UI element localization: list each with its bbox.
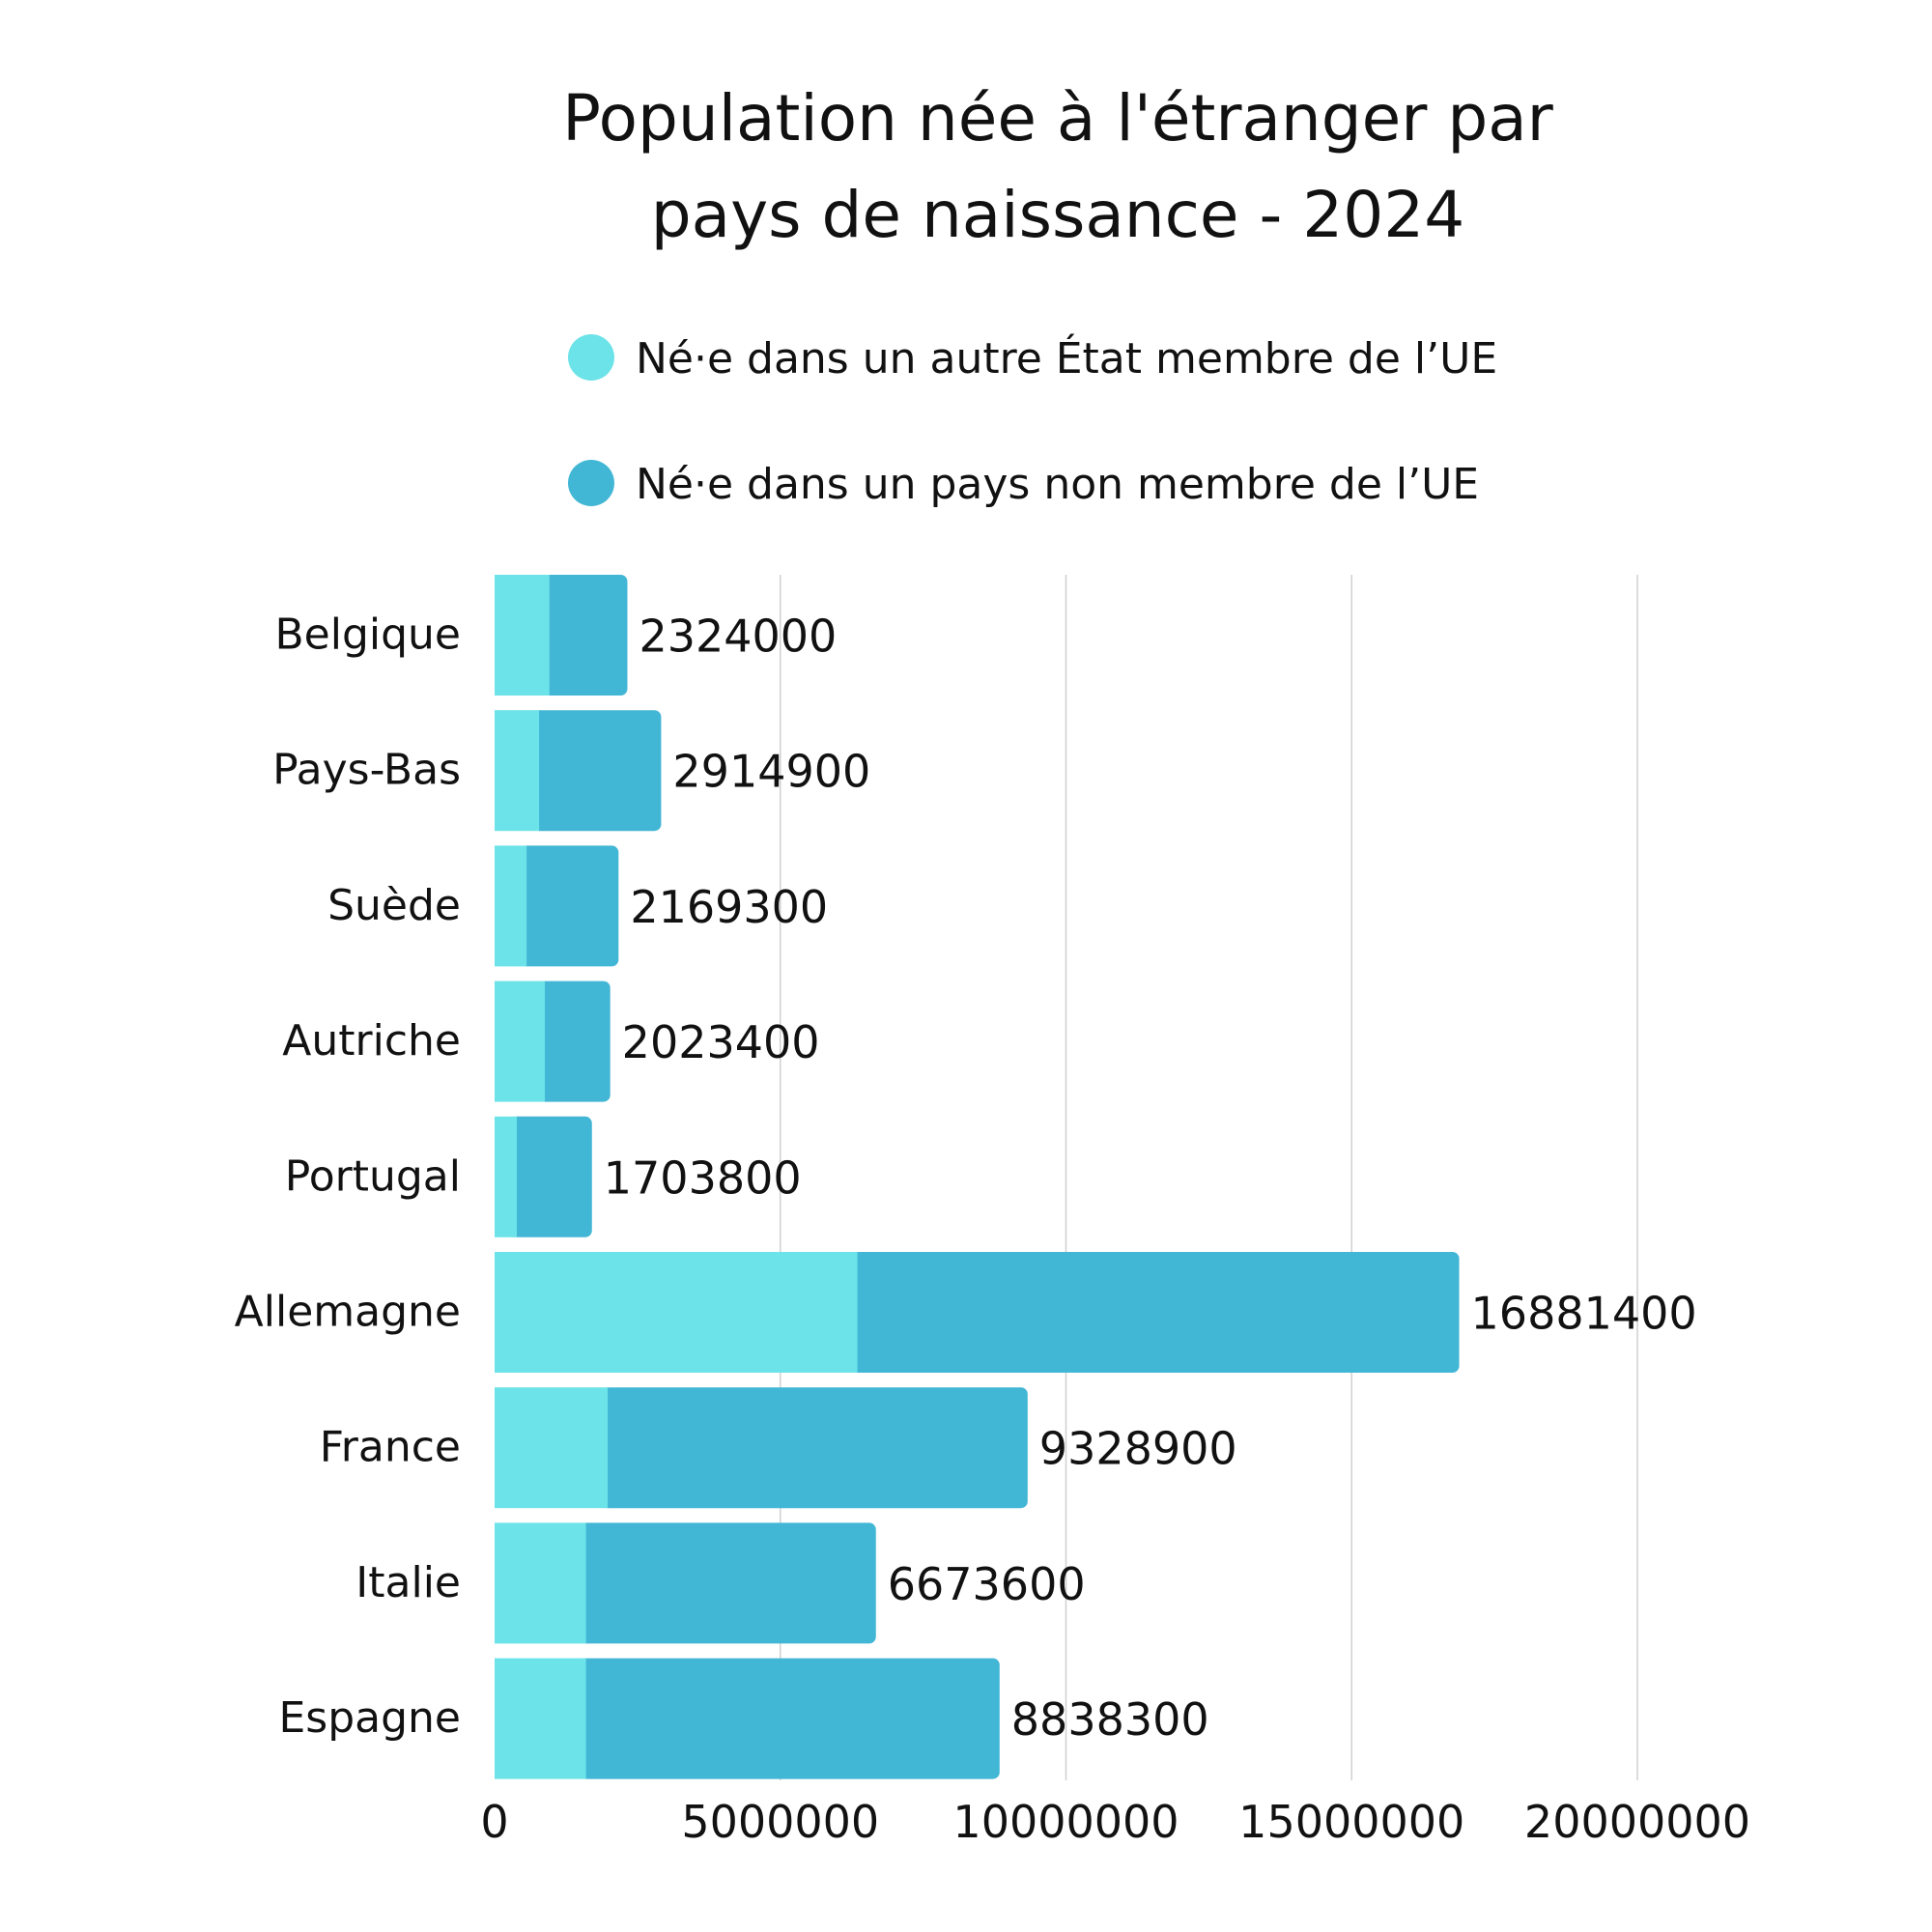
bars (495, 575, 1460, 1779)
chart-title-line-1: Population née à l'étranger par (562, 81, 1554, 156)
bar-segment-non-eu (520, 845, 619, 967)
bar-segment-non-eu (601, 1387, 1028, 1509)
value-label: 8838300 (1011, 1693, 1209, 1746)
bar-segment-non-eu (510, 1116, 592, 1237)
x-axis-ticks: 0 5000000 10000000 15000000 20000000 (480, 1796, 1750, 1848)
bar-segment-non-eu (850, 1252, 1460, 1373)
category-label: Italie (355, 1558, 461, 1607)
category-label: Pays-Bas (272, 746, 461, 795)
x-tick-label: 20000000 (1524, 1796, 1750, 1848)
x-tick-label: 0 (480, 1796, 508, 1848)
chart-title: Population née à l'étranger par pays de … (562, 81, 1554, 252)
category-label: Portugal (285, 1151, 461, 1201)
bar-segment-eu (495, 980, 546, 1102)
legend-label-eu: Né·e dans un autre État membre de l’UE (636, 332, 1497, 384)
category-label: Belgique (274, 611, 461, 660)
legend-swatch-non-eu (568, 460, 614, 506)
bar-segment-eu (495, 1252, 858, 1373)
value-labels: 2324000 2914900 2169300 2023400 1703800 16881… (604, 611, 1697, 1747)
value-label: 2324000 (639, 611, 837, 663)
bar-segment-eu (495, 845, 527, 967)
bar-segment-eu (495, 1658, 586, 1779)
legend-label-non-eu: Né·e dans un pays non membre de l’UE (636, 460, 1479, 509)
category-label: France (320, 1423, 461, 1472)
value-label: 9328900 (1039, 1423, 1237, 1475)
bar-segment-non-eu (542, 575, 628, 696)
bar-segment-eu (495, 1116, 518, 1237)
bar-segment-non-eu (532, 710, 662, 832)
value-label: 1703800 (604, 1151, 802, 1204)
category-label: Allemagne (235, 1288, 461, 1337)
legend-swatch-eu (568, 334, 614, 381)
value-label: 2169300 (630, 881, 828, 933)
bar-segment-eu (495, 1522, 586, 1644)
bar-segment-eu (495, 1387, 609, 1509)
value-label: 2023400 (622, 1016, 820, 1068)
bar-segment-non-eu (579, 1522, 876, 1644)
bar-segment-eu (495, 575, 550, 696)
bar-segment-eu (495, 710, 540, 832)
value-label: 16881400 (1471, 1288, 1697, 1340)
chart-title-line-2: pays de naissance - 2024 (651, 178, 1465, 252)
category-labels: Belgique Pays-Bas Suède Autriche Portugal All… (235, 611, 461, 1744)
bar-segment-non-eu (579, 1658, 1000, 1779)
x-tick-label: 10000000 (952, 1796, 1179, 1848)
category-label: Autriche (282, 1016, 461, 1065)
x-tick-label: 5000000 (681, 1796, 879, 1848)
value-label: 6673600 (888, 1558, 1086, 1610)
value-label: 2914900 (672, 746, 870, 798)
category-label: Suède (327, 881, 461, 930)
category-label: Espagne (278, 1693, 461, 1743)
bar-segment-non-eu (538, 980, 611, 1102)
x-tick-label: 15000000 (1238, 1796, 1464, 1848)
legend: Né·e dans un autre État membre de l’UE N… (568, 332, 1497, 509)
